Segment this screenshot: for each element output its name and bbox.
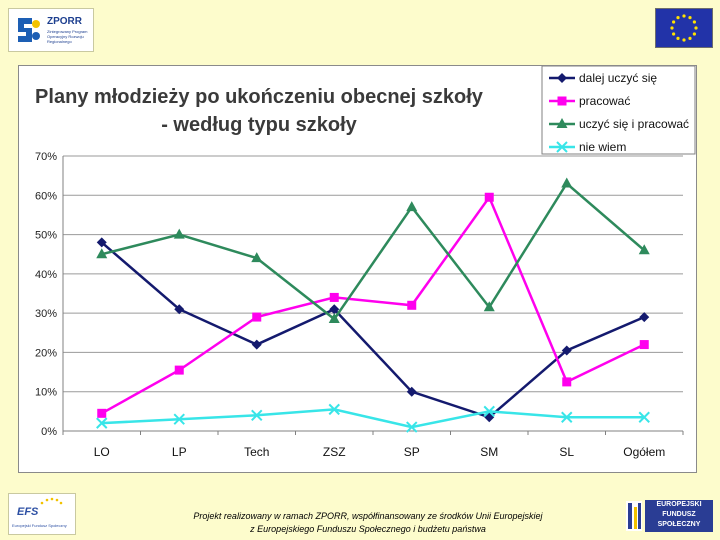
data-point xyxy=(406,421,418,433)
data-point xyxy=(406,386,417,397)
data-point xyxy=(173,228,185,239)
series-line-2 xyxy=(101,194,645,415)
data-point xyxy=(639,340,649,350)
y-tick-label: 10% xyxy=(35,387,57,399)
x-tick-label: LO xyxy=(94,445,110,459)
chart-title-line1: Plany młodzieży po ukończeniu obecnej sz… xyxy=(35,86,484,108)
footer-line2: z Europejskiego Funduszu Społecznego i b… xyxy=(250,524,486,534)
x-tick-label: SM xyxy=(480,445,498,459)
zporr-emblem-icon xyxy=(15,15,43,45)
zporr-brand: ZPORR xyxy=(47,16,82,27)
data-point xyxy=(328,313,340,324)
y-tick-label: 0% xyxy=(41,426,57,438)
data-point xyxy=(328,403,340,416)
data-point xyxy=(96,248,108,259)
y-tick-label: 30% xyxy=(35,308,57,320)
data-point xyxy=(173,413,185,425)
legend-label: nie wiem xyxy=(579,140,626,154)
data-point xyxy=(638,244,650,255)
data-point xyxy=(638,411,650,423)
efs-logo: EFS Europejski Fundusz Społeczny xyxy=(8,493,76,535)
data-point xyxy=(562,377,572,387)
data-point xyxy=(484,192,494,202)
eu-star xyxy=(672,32,676,36)
data-point xyxy=(97,408,107,418)
series-line-4 xyxy=(101,408,645,429)
legend-label: dalej uczyć się xyxy=(579,71,657,85)
ue-logo-line3: SPOŁECZNY xyxy=(657,521,701,528)
ue-logo-line1: EUROPEJSKI xyxy=(656,501,702,508)
data-point xyxy=(252,312,262,322)
eu-star xyxy=(688,16,692,20)
eu-star xyxy=(694,26,698,30)
eu-star xyxy=(692,20,696,24)
data-point xyxy=(561,177,573,188)
x-tick-label: Tech xyxy=(244,445,269,459)
data-point xyxy=(407,300,417,310)
data-point xyxy=(96,237,107,248)
eu-star xyxy=(688,36,692,40)
eu-star xyxy=(672,20,676,24)
ue-efs-logo: EUROPEJSKI FUNDUSZ SPOŁECZNY xyxy=(626,498,714,534)
ue-logo-text: EUROPEJSKI FUNDUSZ SPOŁECZNY xyxy=(645,500,713,532)
eu-star xyxy=(682,14,686,18)
data-point xyxy=(96,417,108,429)
legend-marker xyxy=(557,73,567,83)
eu-flag-icon xyxy=(655,8,713,48)
data-point xyxy=(329,304,340,315)
y-tick-label: 70% xyxy=(35,151,57,163)
footer-line1: Projekt realizowany w ramach ZPORR, wspó… xyxy=(193,511,543,521)
x-tick-label: Ogółem xyxy=(623,445,665,459)
legend-label: uczyć się i pracować xyxy=(579,117,689,131)
eu-star xyxy=(676,36,680,40)
zporr-logo: ZPORR Zintegrowany Program Operacyjny Ro… xyxy=(8,8,94,52)
data-point xyxy=(251,339,262,350)
data-point xyxy=(329,292,339,302)
eu-star xyxy=(670,26,674,30)
data-point xyxy=(251,409,263,421)
eu-star xyxy=(676,16,680,20)
legend-marker xyxy=(557,96,567,106)
x-tick-label: LP xyxy=(172,445,187,459)
y-tick-label: 50% xyxy=(35,230,57,242)
y-tick-label: 20% xyxy=(35,347,57,359)
chart-frame: Plany młodzieży po ukończeniu obecnej sz… xyxy=(18,65,697,473)
efs-subtitle: Europejski Fundusz Społeczny xyxy=(12,523,67,528)
x-tick-label: ZSZ xyxy=(323,445,346,459)
series-line-1 xyxy=(100,241,645,419)
x-tick-label: SP xyxy=(404,445,420,459)
data-point xyxy=(406,201,418,212)
data-point xyxy=(561,411,573,423)
data-point xyxy=(174,304,185,315)
legend-label: pracować xyxy=(579,94,630,108)
footer: Projekt realizowany w ramach ZPORR, wspó… xyxy=(160,510,576,536)
data-point xyxy=(174,365,184,375)
data-point xyxy=(483,405,495,418)
eu-star xyxy=(682,38,686,42)
zporr-subtitle: Zintegrowany Program Operacyjny Rozwoju … xyxy=(47,29,88,44)
line-chart: Plany młodzieży po ukończeniu obecnej sz… xyxy=(35,66,696,459)
ue-emblem-icon xyxy=(626,501,642,531)
y-tick-label: 40% xyxy=(35,269,57,281)
data-point xyxy=(639,312,650,323)
ue-logo-line2: FUNDUSZ xyxy=(662,511,696,518)
legend-box xyxy=(541,66,696,155)
data-point xyxy=(251,252,263,263)
efs-stars-icon xyxy=(40,497,63,505)
data-point xyxy=(561,345,572,356)
legend-marker xyxy=(556,141,568,153)
eu-star xyxy=(692,32,696,36)
legend-marker xyxy=(556,118,568,128)
chart-title-line2: - według typu szkoły xyxy=(161,114,357,136)
y-tick-label: 60% xyxy=(35,190,57,202)
series-line-3 xyxy=(101,181,646,321)
x-tick-label: SL xyxy=(559,445,574,459)
efs-text: EFS xyxy=(17,506,39,518)
data-point xyxy=(483,301,495,312)
